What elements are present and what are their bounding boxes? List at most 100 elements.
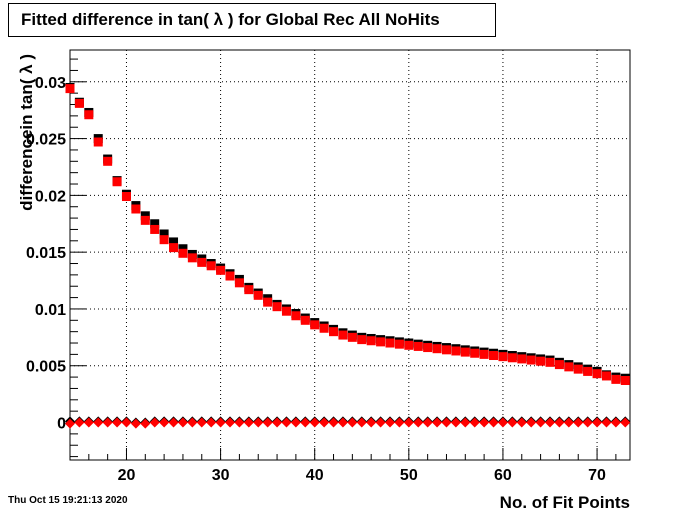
data-point-square — [65, 84, 75, 94]
data-point-diamond — [356, 417, 367, 428]
data-point-square — [601, 371, 611, 381]
marker-layer — [65, 82, 631, 429]
y-tick-label: 0.015 — [26, 245, 66, 262]
x-tick-label: 70 — [588, 467, 606, 484]
data-point-diamond — [535, 417, 546, 428]
y-tick-label: 0.03 — [35, 75, 66, 92]
data-point-square — [329, 327, 339, 337]
data-point-square — [526, 355, 536, 365]
grid-layer — [70, 50, 630, 460]
data-point-diamond — [450, 417, 461, 428]
data-point-diamond — [112, 417, 123, 428]
footer-timestamp: Thu Oct 15 19:21:13 2020 — [8, 495, 128, 506]
data-point-square — [441, 345, 451, 355]
data-point-square — [592, 369, 602, 379]
data-point-square — [112, 177, 122, 187]
data-point-diamond — [309, 417, 320, 428]
data-point-square — [357, 335, 367, 345]
data-point-square — [498, 352, 508, 362]
data-point-diamond — [196, 417, 207, 428]
data-point-square — [517, 354, 527, 364]
data-point-square — [169, 243, 179, 253]
data-point-diamond — [394, 417, 405, 428]
y-tick-label: 0 — [57, 416, 66, 433]
data-point-square — [140, 211, 150, 221]
data-point-square — [178, 248, 188, 258]
data-point-diamond — [281, 417, 292, 428]
data-point-diamond — [300, 417, 311, 428]
data-point-square — [545, 357, 555, 367]
data-point-square — [272, 302, 282, 312]
data-point-diamond — [469, 417, 480, 428]
data-point-square — [178, 244, 188, 254]
data-point-diamond — [168, 417, 179, 428]
data-point-square — [187, 253, 197, 263]
x-tick-label: 40 — [306, 467, 324, 484]
data-point-diamond — [620, 417, 631, 428]
data-point-diamond — [319, 417, 330, 428]
x-axis-label: No. of Fit Points — [500, 493, 630, 512]
data-point-diamond — [234, 417, 245, 428]
data-point-square — [413, 341, 423, 351]
data-point-diamond — [573, 417, 584, 428]
data-point-square — [225, 271, 235, 281]
data-point-square — [423, 343, 433, 353]
y-tick-label: 0.005 — [26, 359, 66, 376]
data-point-diamond — [432, 417, 443, 428]
data-point-square — [451, 346, 461, 356]
data-point-square — [385, 338, 395, 348]
data-point-diamond — [93, 417, 104, 428]
label-layer: 20 30 40 50 60 70 0 0.005 0.01 0.015 0.02 0.025 0.03 — [26, 75, 606, 484]
data-point-square — [489, 351, 499, 361]
data-point-square — [93, 137, 103, 147]
chart-title: Fitted difference in tan( λ ) for Global… — [8, 3, 496, 37]
data-point-diamond — [262, 417, 273, 428]
data-point-diamond — [130, 418, 141, 429]
data-point-diamond — [290, 417, 301, 428]
data-point-diamond — [422, 417, 433, 428]
data-point-diamond — [497, 417, 508, 428]
data-point-diamond — [366, 417, 377, 428]
data-point-square — [611, 374, 621, 384]
data-point-diamond — [243, 417, 254, 428]
data-point-diamond — [403, 417, 414, 428]
data-point-square — [536, 356, 546, 366]
data-point-diamond — [601, 417, 612, 428]
data-point-square — [564, 362, 574, 372]
data-point-diamond — [140, 418, 151, 429]
data-point-square — [131, 204, 141, 214]
data-point-square — [300, 315, 310, 325]
data-point-diamond — [554, 417, 565, 428]
data-point-square — [121, 192, 131, 202]
data-point-square — [159, 235, 169, 245]
y-tick-label: 0.02 — [35, 188, 66, 205]
data-point-square — [479, 349, 489, 359]
data-point-diamond — [516, 417, 527, 428]
x-tick-label: 20 — [118, 467, 136, 484]
data-point-square — [338, 330, 348, 340]
data-point-diamond — [545, 417, 555, 428]
x-tick-label: 50 — [400, 467, 418, 484]
data-point-diamond — [563, 417, 574, 428]
data-point-square — [169, 237, 179, 247]
data-point-square — [404, 340, 414, 350]
data-point-square — [470, 348, 480, 358]
data-point-diamond — [375, 417, 386, 428]
x-tick-label: 60 — [494, 467, 512, 484]
data-point-square — [319, 323, 329, 333]
y-axis-label: differencein tan( λ ) — [17, 54, 36, 211]
data-point-diamond — [526, 417, 537, 428]
data-point-diamond — [159, 417, 170, 428]
data-point-square — [216, 265, 226, 275]
data-point-diamond — [253, 417, 264, 428]
data-point-square — [310, 320, 320, 330]
data-point-diamond — [460, 417, 471, 428]
data-point-diamond — [610, 417, 621, 428]
data-point-square — [74, 98, 84, 108]
data-point-square — [291, 311, 301, 321]
data-point-square — [150, 224, 160, 234]
data-point-diamond — [413, 417, 424, 428]
data-point-square — [206, 261, 216, 271]
data-point-diamond — [102, 417, 113, 428]
